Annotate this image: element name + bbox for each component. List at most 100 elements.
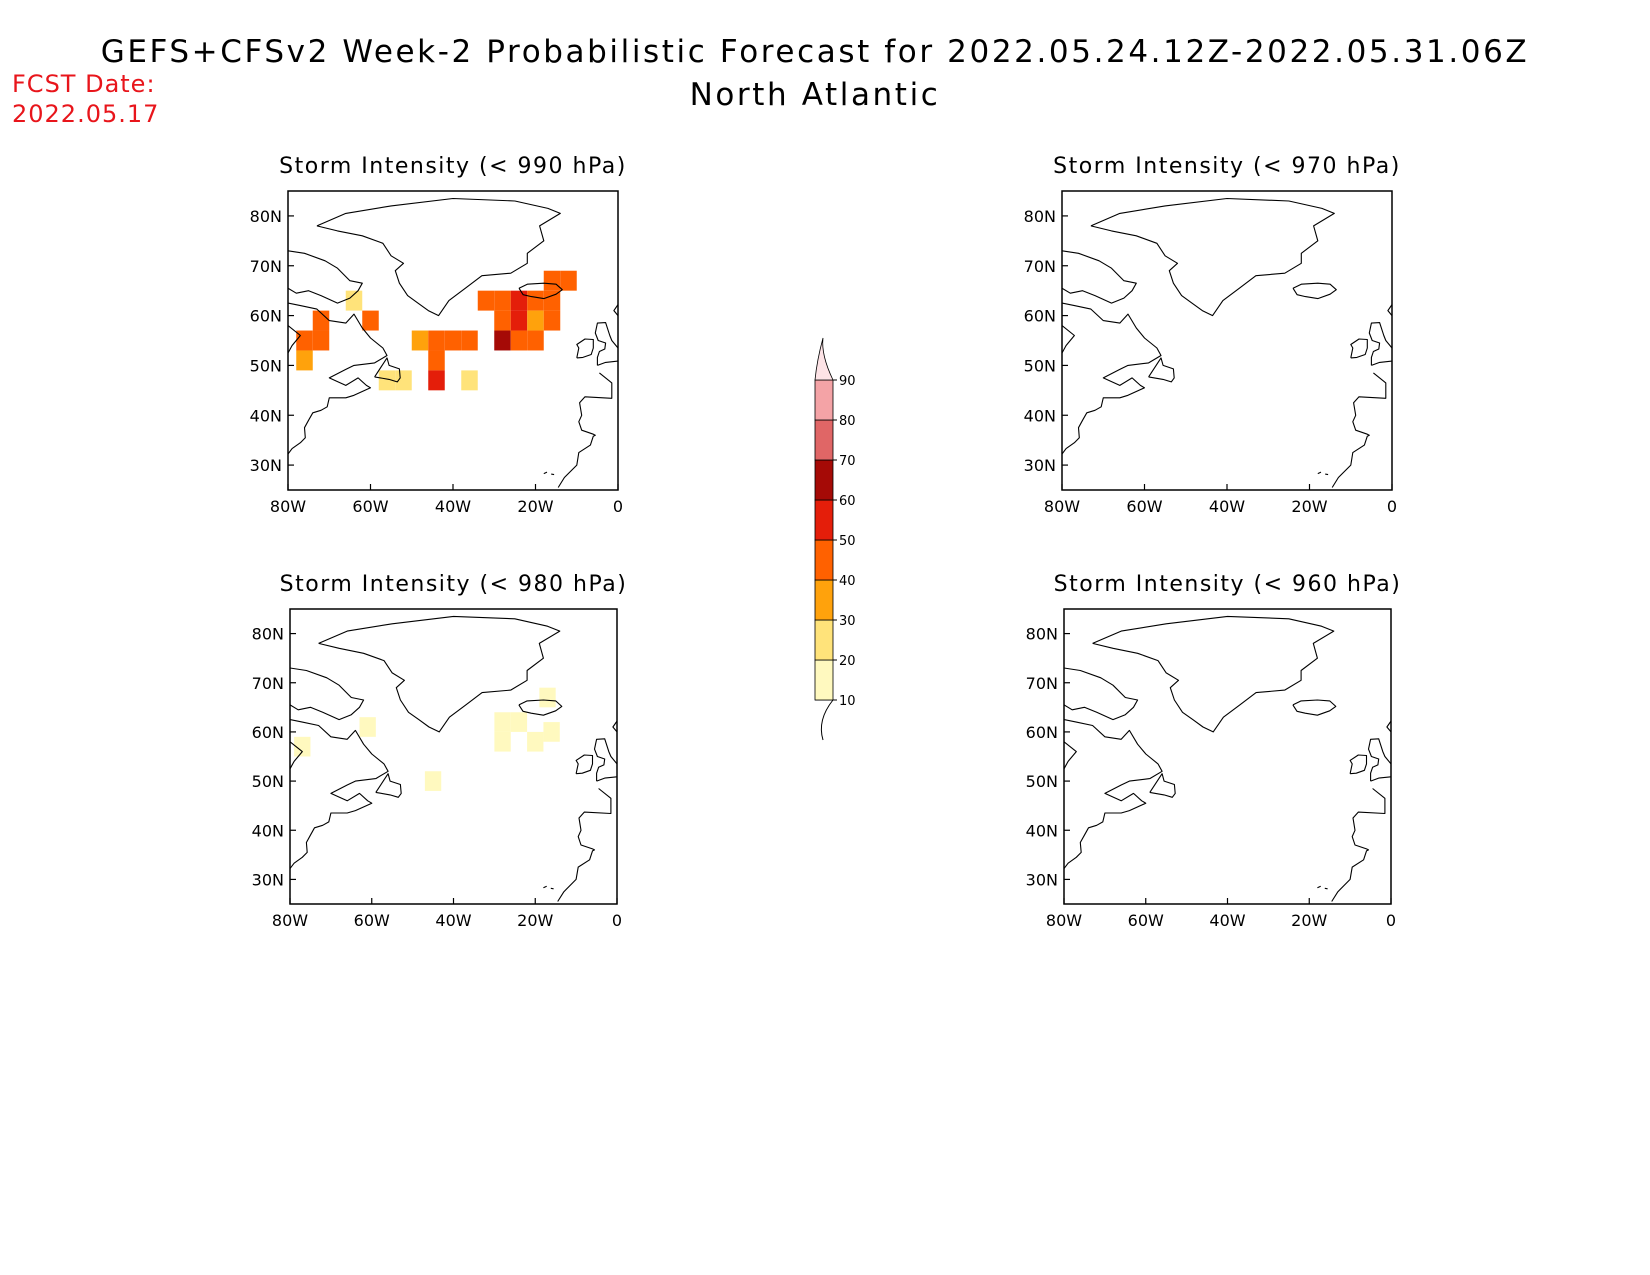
probability-field <box>294 687 560 791</box>
fcst-date-label: FCST Date: <box>12 70 156 98</box>
fcst-date-value: 2022.05.17 <box>12 100 159 128</box>
probability-cell <box>345 290 363 311</box>
probability-cell <box>359 717 376 737</box>
coastline <box>1331 372 1387 488</box>
lat-tick-label: 40N <box>1024 406 1056 425</box>
lat-tick-label: 70N <box>252 674 284 693</box>
coastline <box>1368 322 1392 366</box>
colorbar-top-arrow <box>814 337 834 381</box>
coastline <box>290 667 365 721</box>
coastline <box>375 773 402 798</box>
coastline <box>1349 754 1368 775</box>
coastline <box>1090 197 1335 317</box>
coastline <box>316 197 561 317</box>
coastline <box>1367 738 1391 782</box>
coastline <box>1292 282 1337 300</box>
probability-cell <box>378 370 396 391</box>
lat-tick-label: 80N <box>1024 207 1056 226</box>
coastline <box>1062 325 1075 354</box>
panel-title: Storm Intensity (< 960 hPa) <box>1054 572 1402 597</box>
lon-tick-label: 80W <box>272 911 308 930</box>
coastlines <box>1064 615 1391 902</box>
probability-cell <box>560 270 577 291</box>
map-panel: Storm Intensity (< 990 hPa) 80W 60W 40W 20W 0… <box>250 154 627 516</box>
coastline <box>1324 887 1328 890</box>
lat-tick-label: 30N <box>1026 870 1058 889</box>
probability-cell <box>510 290 528 311</box>
lat-tick-label: 40N <box>252 821 284 840</box>
coastline <box>1064 667 1139 721</box>
probability-cell <box>294 736 311 757</box>
probability-cell <box>395 370 412 391</box>
lon-tick-label: 60W <box>352 497 388 516</box>
lat-tick-label: 70N <box>250 257 282 276</box>
lon-tick-label: 0 <box>1386 911 1396 930</box>
map-frame <box>289 608 618 905</box>
coastline <box>575 754 594 775</box>
coastline <box>1386 720 1391 733</box>
probability-cell <box>461 330 478 351</box>
probability-field <box>296 270 577 391</box>
lon-tick-label: 0 <box>612 911 622 930</box>
lat-tick-label: 60N <box>1026 723 1058 742</box>
probability-cell <box>444 330 462 351</box>
probability-cell <box>510 310 528 331</box>
coastline <box>374 357 401 383</box>
colorbar-label: 90 <box>839 374 856 389</box>
lon-tick-label: 0 <box>613 497 623 516</box>
probability-cell <box>527 330 544 351</box>
lat-tick-label: 30N <box>1024 456 1056 475</box>
lon-tick-label: 40W <box>1209 911 1245 930</box>
coastline <box>1325 473 1329 476</box>
coastline <box>290 719 389 869</box>
probability-cell <box>494 310 511 331</box>
probability-cell <box>494 712 511 732</box>
coastline <box>1064 719 1163 869</box>
coastline <box>1149 773 1176 798</box>
lon-tick-label: 60W <box>1128 911 1164 930</box>
map-panel: Storm Intensity (< 970 hPa) 80W 60W 40W 20W 0… <box>1024 154 1400 516</box>
lat-tick-label: 40N <box>250 406 282 425</box>
coastline <box>1064 741 1077 770</box>
coastline <box>288 250 363 304</box>
probability-cell <box>543 290 561 311</box>
coastlines <box>288 197 618 488</box>
lon-tick-label: 20W <box>1291 911 1327 930</box>
coastline <box>557 372 613 488</box>
lat-tick-label: 50N <box>250 356 282 375</box>
colorbar-label: 30 <box>839 614 856 629</box>
lat-tick-label: 40N <box>1026 821 1058 840</box>
lon-tick-label: 20W <box>1291 497 1327 516</box>
main-title: GEFS+CFSv2 Week-2 Probabilistic Forecast… <box>101 34 1530 70</box>
colorbar: 10 20 30 40 50 60 70 80 90 <box>814 337 856 741</box>
coastline <box>543 885 547 889</box>
probability-cell <box>428 350 445 371</box>
probability-cell <box>510 712 528 732</box>
lat-tick-label: 70N <box>1026 674 1058 693</box>
probability-cell <box>543 310 561 331</box>
coastline <box>557 788 612 902</box>
panel-title: Storm Intensity (< 990 hPa) <box>279 154 627 179</box>
coastline <box>576 338 594 359</box>
probability-cell <box>510 330 528 351</box>
coastline <box>1062 302 1162 455</box>
coastline <box>593 738 617 782</box>
coastline <box>288 302 388 455</box>
probability-cell <box>494 290 511 311</box>
colorbar-label: 80 <box>839 414 856 429</box>
subtitle: North Atlantic <box>690 77 941 113</box>
coastline <box>612 720 617 733</box>
lon-tick-label: 80W <box>1044 497 1080 516</box>
lat-tick-label: 80N <box>1026 625 1058 644</box>
probability-cell <box>494 731 511 752</box>
lat-tick-label: 50N <box>1026 772 1058 791</box>
probability-cell <box>527 731 544 752</box>
lat-tick-label: 80N <box>250 207 282 226</box>
lon-tick-label: 20W <box>517 497 553 516</box>
coastline <box>318 615 561 733</box>
lon-tick-label: 80W <box>1046 911 1082 930</box>
probability-cell <box>424 771 442 791</box>
lon-tick-label: 80W <box>270 497 306 516</box>
map-panels: Storm Intensity (< 990 hPa) 80W 60W 40W 20W 0… <box>250 154 1402 930</box>
lat-tick-label: 60N <box>252 723 284 742</box>
